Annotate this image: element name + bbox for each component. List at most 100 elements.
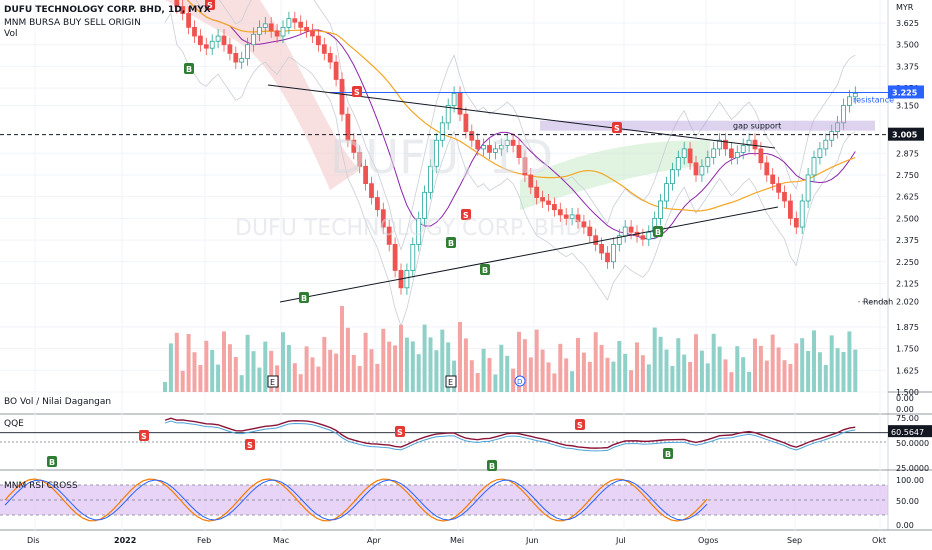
qqe-fast-line (164, 420, 856, 452)
volume-bar (463, 338, 468, 392)
volume-bar (180, 370, 185, 392)
volume-bar (829, 335, 834, 392)
candle-body (209, 40, 215, 49)
price-tick-label: 1.750 (896, 345, 919, 354)
volume-bar (753, 338, 757, 392)
volume-bar (227, 344, 232, 392)
qqe-buy-marker (487, 460, 497, 471)
envelope-upper (195, 0, 856, 251)
candle-body (752, 139, 758, 150)
candle-body (717, 139, 722, 150)
volume-bar (345, 327, 350, 392)
volume-bar (806, 351, 811, 392)
low-value: 2.020 (896, 298, 919, 307)
volume-bar (475, 373, 480, 392)
date-tick-label: Ogos (698, 536, 718, 545)
qqe-sell-marker (139, 430, 149, 441)
candle-body (203, 44, 209, 49)
candle-body (504, 139, 510, 146)
volume-bar (800, 338, 805, 392)
candle-body (817, 148, 823, 158)
date-tick-label: Okt (872, 536, 886, 545)
candle-body (410, 244, 416, 271)
volume-bar (340, 306, 344, 392)
volume-bar (558, 343, 563, 392)
rsi-line (4, 478, 708, 522)
volume-bar (699, 350, 704, 392)
candle-body (197, 35, 203, 46)
volume-bar (617, 341, 622, 392)
candle-body (599, 244, 604, 254)
price-tick-label: 2.125 (896, 279, 919, 288)
volume-label: Vol (4, 29, 18, 39)
qqe-sell-marker-text: S (577, 421, 583, 430)
candle-body (563, 214, 569, 219)
qqe-sell-marker (395, 426, 405, 437)
candle-body (670, 169, 675, 185)
volume-bar (304, 346, 309, 392)
price-tag-resistance-text: 3.225 (892, 88, 918, 97)
candle-body (681, 148, 687, 158)
candle-body (422, 191, 428, 219)
qqe-buy-marker (47, 456, 57, 467)
qqe-buy-marker-text: B (665, 450, 671, 459)
candle-body (487, 145, 492, 153)
candle-body (363, 165, 369, 185)
candle-body (498, 145, 504, 150)
candle-body (327, 53, 333, 63)
volume-bar (422, 324, 427, 392)
volume-bar (564, 358, 569, 392)
volume-bar (682, 354, 687, 392)
candle-body (605, 252, 610, 263)
candle-body (811, 157, 817, 176)
volume-bar (552, 373, 557, 392)
volume-bar (782, 360, 787, 392)
gap-support-label: gap support (733, 122, 781, 131)
volume-bar (351, 355, 356, 392)
price-tick-label: 1.625 (896, 366, 919, 375)
candle-body (587, 226, 593, 237)
buy-marker-text: B (186, 65, 192, 74)
qqe-slow-line (164, 417, 856, 449)
candle-body (428, 165, 433, 193)
price-tick-label: 3.375 (896, 62, 919, 71)
candle-body (793, 217, 799, 228)
candle-body (286, 18, 292, 28)
volume-bar (670, 366, 675, 392)
volume-bar (581, 352, 586, 392)
volume-bar (286, 345, 291, 392)
volume-bar (570, 371, 575, 392)
candle-body (251, 33, 256, 46)
volume-bar (416, 354, 421, 392)
ma-short-line (186, 0, 856, 240)
price-tick-label: 2.375 (896, 236, 919, 245)
price-tick-label: 3.500 (896, 41, 919, 50)
volume-bar (729, 372, 734, 392)
volume-bar (298, 374, 303, 392)
candle-body (540, 197, 545, 202)
candle-body (705, 157, 711, 167)
candle-body (746, 139, 752, 146)
price-tag-gap (888, 127, 924, 141)
candle-body (852, 92, 858, 98)
pane-rsi-label: MNM RSI CROSS (4, 481, 78, 491)
candle-body (463, 113, 469, 132)
candle-body (433, 139, 439, 167)
candle-body (675, 157, 681, 171)
buy-marker (446, 237, 456, 248)
volume-bar (788, 364, 793, 392)
candle-body (310, 30, 315, 37)
volume-bar (458, 322, 462, 392)
volume-bar (393, 345, 398, 392)
candle-body (640, 235, 646, 240)
volume-bar (817, 352, 822, 392)
volume-bar (540, 349, 545, 392)
candle-body (658, 200, 663, 219)
candle-body (274, 30, 280, 37)
price-tick-label: 2.250 (896, 258, 919, 267)
qqe-tick-label: 25.0000 (896, 464, 929, 473)
date-tick-label: Jul (615, 536, 626, 545)
volume-bar (587, 361, 592, 392)
candle-body (847, 96, 852, 106)
